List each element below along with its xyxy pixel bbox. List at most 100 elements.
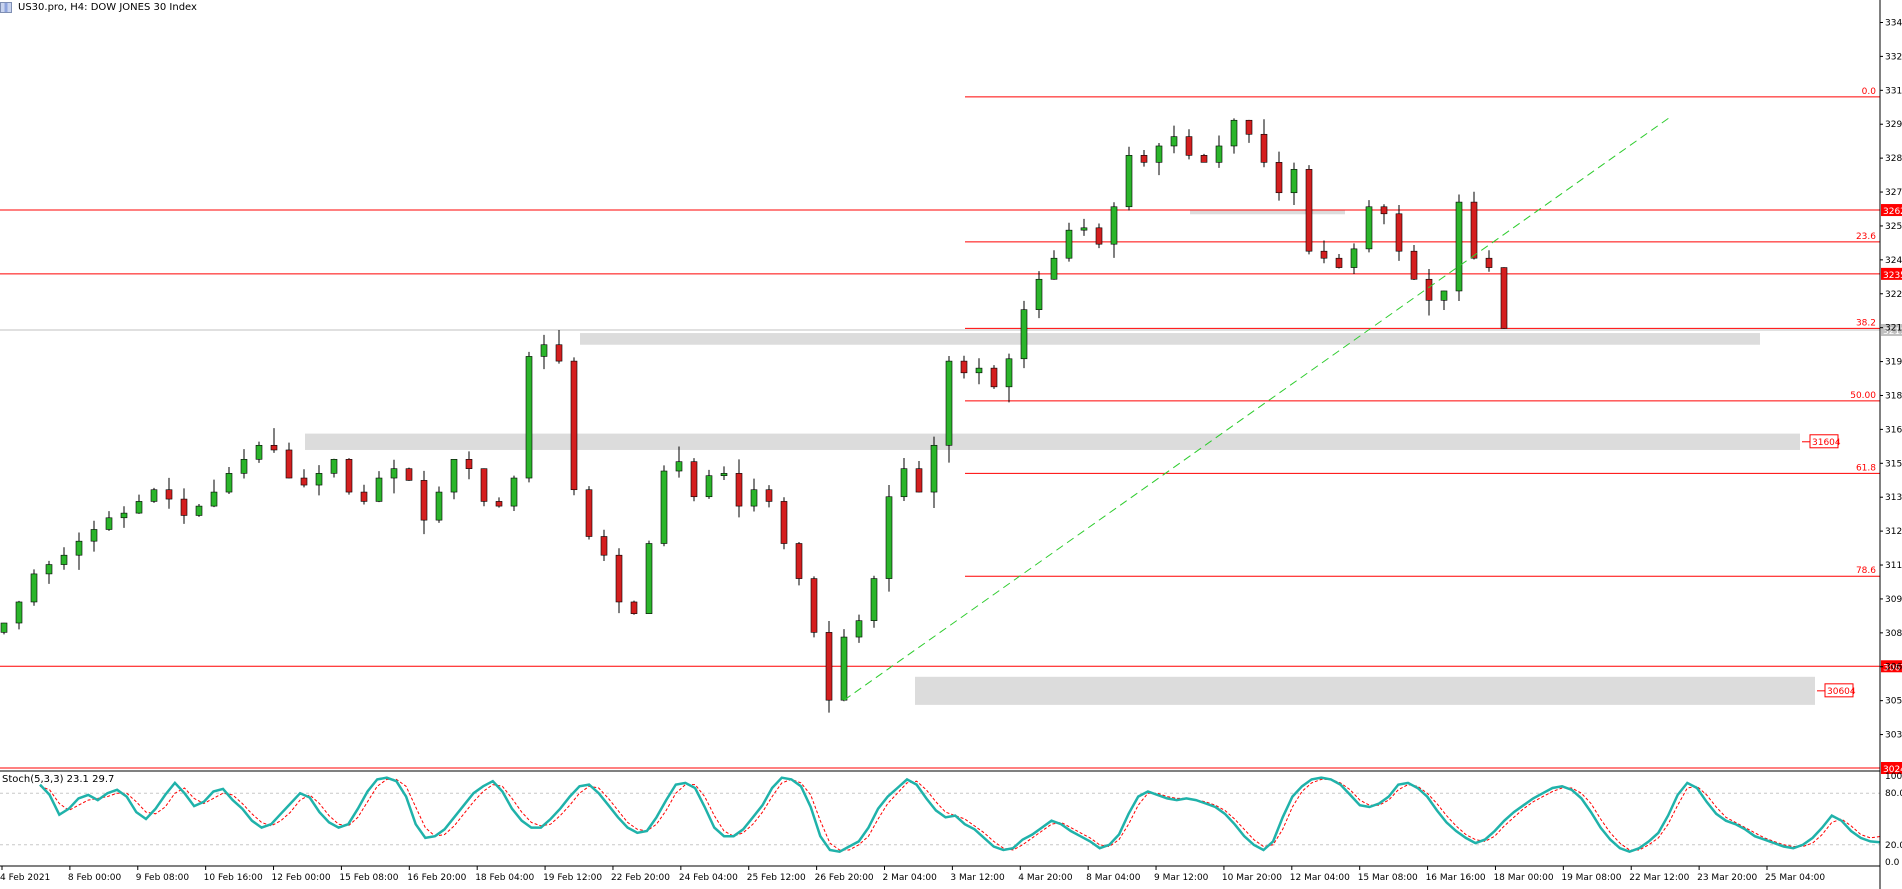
candle[interactable] bbox=[1230, 119, 1238, 147]
candle[interactable] bbox=[615, 554, 623, 603]
candle[interactable] bbox=[1185, 136, 1193, 156]
candle[interactable] bbox=[930, 444, 938, 493]
candle[interactable] bbox=[990, 367, 998, 388]
candle[interactable] bbox=[105, 517, 113, 530]
candle[interactable] bbox=[300, 477, 308, 486]
candle[interactable] bbox=[600, 536, 608, 556]
chart-window-icon[interactable] bbox=[0, 1, 12, 13]
candle[interactable] bbox=[1455, 201, 1463, 292]
candle[interactable] bbox=[915, 468, 923, 493]
candle[interactable] bbox=[540, 344, 548, 357]
candle[interactable] bbox=[705, 475, 713, 498]
candle[interactable] bbox=[1485, 257, 1493, 268]
candle[interactable] bbox=[15, 601, 23, 624]
candle[interactable] bbox=[660, 470, 668, 544]
candle[interactable] bbox=[1290, 169, 1298, 194]
candle[interactable] bbox=[0, 622, 8, 633]
candle[interactable] bbox=[390, 468, 398, 479]
candle[interactable] bbox=[1500, 267, 1508, 329]
candle[interactable] bbox=[825, 632, 833, 701]
support-resistance-zone[interactable] bbox=[915, 676, 1815, 705]
candle[interactable] bbox=[720, 473, 728, 476]
candle[interactable] bbox=[435, 491, 443, 521]
candle[interactable] bbox=[165, 489, 173, 500]
candle[interactable] bbox=[630, 601, 638, 614]
price-pane[interactable]: 31604 30604 0.0 23.6 38.2 50.00 61.8 78.6 bbox=[0, 87, 1880, 769]
candle[interactable] bbox=[570, 360, 578, 491]
candle[interactable] bbox=[375, 477, 383, 502]
candle[interactable] bbox=[1410, 250, 1418, 280]
candle[interactable] bbox=[1050, 257, 1058, 280]
candle[interactable] bbox=[405, 468, 413, 481]
candle[interactable] bbox=[585, 489, 593, 537]
candle[interactable] bbox=[1380, 206, 1388, 215]
candle[interactable] bbox=[1275, 162, 1283, 194]
stochastic-main-line[interactable] bbox=[39, 776, 1881, 854]
candle[interactable] bbox=[765, 489, 773, 502]
candle[interactable] bbox=[1395, 213, 1403, 252]
candle[interactable] bbox=[450, 459, 458, 493]
candle[interactable] bbox=[465, 459, 473, 469]
candle[interactable] bbox=[1035, 278, 1043, 310]
candle[interactable] bbox=[900, 468, 908, 498]
stochastic-signal-line[interactable] bbox=[39, 778, 1881, 851]
candle[interactable] bbox=[840, 636, 848, 701]
candle[interactable] bbox=[1125, 155, 1133, 208]
candle[interactable] bbox=[525, 356, 533, 479]
candle[interactable] bbox=[1260, 133, 1268, 163]
candle[interactable] bbox=[945, 360, 953, 446]
candle[interactable] bbox=[1005, 358, 1013, 388]
candle[interactable] bbox=[510, 477, 518, 507]
candle[interactable] bbox=[270, 444, 278, 451]
candle[interactable] bbox=[75, 540, 83, 556]
stochastic-pane[interactable] bbox=[0, 776, 1881, 854]
candle[interactable] bbox=[645, 543, 653, 614]
candle[interactable] bbox=[60, 554, 68, 565]
candle[interactable] bbox=[150, 489, 158, 502]
candle[interactable] bbox=[90, 529, 98, 542]
candle[interactable] bbox=[210, 491, 218, 507]
candle[interactable] bbox=[45, 564, 53, 575]
support-resistance-zone[interactable] bbox=[1190, 210, 1345, 215]
candle[interactable] bbox=[555, 344, 563, 362]
candle[interactable] bbox=[885, 496, 893, 579]
candle[interactable] bbox=[315, 473, 323, 486]
candle[interactable] bbox=[1440, 290, 1448, 301]
candle[interactable] bbox=[360, 491, 368, 502]
candle[interactable] bbox=[1470, 201, 1478, 259]
candle[interactable] bbox=[870, 578, 878, 621]
candle[interactable] bbox=[750, 489, 758, 507]
candle[interactable] bbox=[225, 473, 233, 493]
candle[interactable] bbox=[180, 498, 188, 516]
candle[interactable] bbox=[780, 501, 788, 544]
candle[interactable] bbox=[1305, 169, 1313, 252]
trendline[interactable] bbox=[843, 117, 1670, 701]
candle[interactable] bbox=[195, 505, 203, 516]
candle[interactable] bbox=[1335, 257, 1343, 268]
candle[interactable] bbox=[1095, 227, 1103, 245]
candle[interactable] bbox=[1170, 136, 1178, 147]
candle[interactable] bbox=[135, 501, 143, 514]
candle[interactable] bbox=[690, 461, 698, 498]
candle[interactable] bbox=[330, 459, 338, 474]
candle[interactable] bbox=[735, 473, 743, 507]
support-resistance-zone[interactable] bbox=[580, 333, 1760, 345]
candle[interactable] bbox=[1425, 278, 1433, 301]
candle[interactable] bbox=[1080, 227, 1088, 231]
candle[interactable] bbox=[1200, 155, 1208, 163]
candle[interactable] bbox=[255, 444, 263, 460]
candle[interactable] bbox=[120, 512, 128, 519]
candle[interactable] bbox=[480, 468, 488, 502]
candle[interactable] bbox=[975, 367, 983, 374]
candle[interactable] bbox=[810, 578, 818, 633]
candle[interactable] bbox=[1020, 309, 1028, 360]
candle[interactable] bbox=[495, 501, 503, 507]
candle[interactable] bbox=[345, 459, 353, 493]
candle[interactable] bbox=[1065, 229, 1073, 259]
candle[interactable] bbox=[30, 573, 38, 603]
support-resistance-zone[interactable] bbox=[305, 433, 1800, 450]
candle[interactable] bbox=[1110, 206, 1118, 245]
candle[interactable] bbox=[1140, 155, 1148, 163]
candle[interactable] bbox=[795, 543, 803, 579]
